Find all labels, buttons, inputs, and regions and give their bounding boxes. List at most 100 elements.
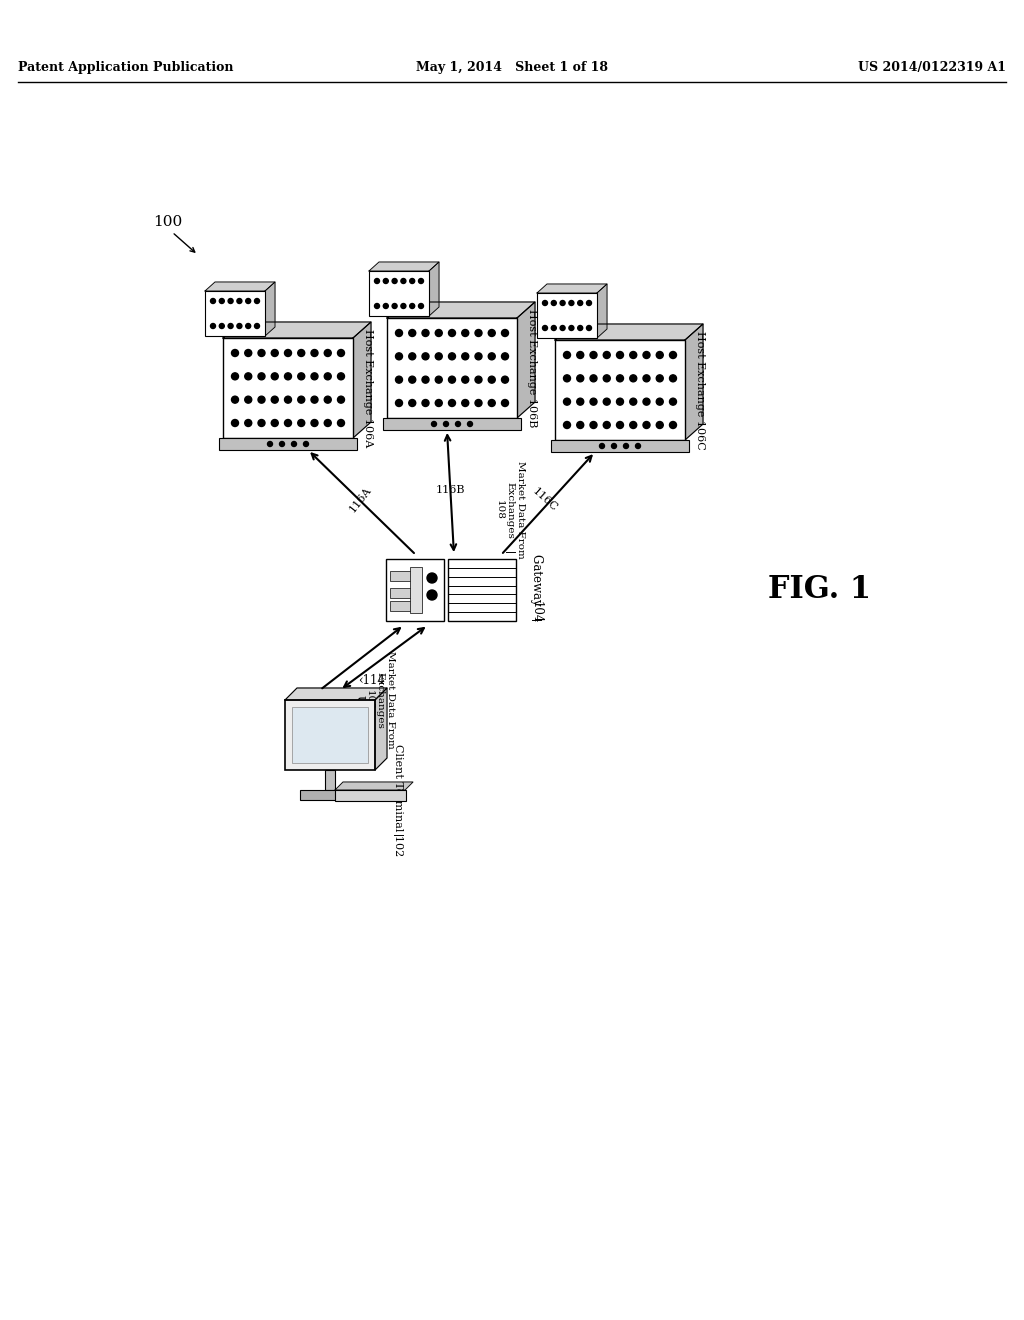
Circle shape xyxy=(311,372,318,380)
Text: 116C: 116C xyxy=(530,486,559,513)
Circle shape xyxy=(643,421,650,429)
Circle shape xyxy=(435,400,442,407)
Circle shape xyxy=(255,323,259,329)
Circle shape xyxy=(427,590,437,601)
Circle shape xyxy=(670,351,677,359)
Polygon shape xyxy=(285,688,387,700)
Circle shape xyxy=(643,375,650,381)
Circle shape xyxy=(228,298,233,304)
Circle shape xyxy=(395,352,402,360)
Circle shape xyxy=(488,352,496,360)
Circle shape xyxy=(656,421,664,429)
Circle shape xyxy=(271,372,279,380)
Circle shape xyxy=(551,326,556,330)
Circle shape xyxy=(468,421,472,426)
Polygon shape xyxy=(429,261,439,315)
Circle shape xyxy=(338,350,344,356)
Circle shape xyxy=(590,421,597,429)
Circle shape xyxy=(383,304,388,309)
Polygon shape xyxy=(205,282,275,290)
Text: 104: 104 xyxy=(529,601,543,623)
FancyBboxPatch shape xyxy=(292,708,368,763)
Circle shape xyxy=(587,301,592,305)
Circle shape xyxy=(656,351,664,359)
FancyBboxPatch shape xyxy=(387,318,517,418)
Circle shape xyxy=(211,323,215,329)
Circle shape xyxy=(245,396,252,403)
Circle shape xyxy=(325,350,331,356)
Text: Client Terminal 102: Client Terminal 102 xyxy=(393,744,403,857)
FancyBboxPatch shape xyxy=(551,440,689,451)
Circle shape xyxy=(375,279,380,284)
Circle shape xyxy=(298,372,305,380)
Text: US 2014/0122319 A1: US 2014/0122319 A1 xyxy=(858,62,1006,74)
Circle shape xyxy=(603,421,610,429)
Polygon shape xyxy=(375,688,387,770)
Circle shape xyxy=(271,396,279,403)
Text: FIG. 1: FIG. 1 xyxy=(768,574,871,606)
Circle shape xyxy=(311,350,318,356)
FancyBboxPatch shape xyxy=(285,700,375,770)
Text: ℓ112: ℓ112 xyxy=(338,725,366,735)
Circle shape xyxy=(409,376,416,383)
Circle shape xyxy=(443,421,449,426)
Circle shape xyxy=(502,330,509,337)
Circle shape xyxy=(616,399,624,405)
Circle shape xyxy=(325,396,331,403)
Circle shape xyxy=(258,372,265,380)
Circle shape xyxy=(419,279,424,284)
Circle shape xyxy=(422,376,429,383)
Text: Market Data From
Exchanges
108: Market Data From Exchanges 108 xyxy=(366,651,395,748)
Circle shape xyxy=(563,351,570,359)
Text: Host Exchange 106B: Host Exchange 106B xyxy=(527,309,537,428)
Circle shape xyxy=(630,399,637,405)
Text: Gateway: Gateway xyxy=(529,554,543,610)
Circle shape xyxy=(246,323,251,329)
FancyBboxPatch shape xyxy=(369,271,429,315)
Circle shape xyxy=(630,421,637,429)
Circle shape xyxy=(211,298,215,304)
Circle shape xyxy=(599,444,604,449)
Circle shape xyxy=(656,375,664,381)
Circle shape xyxy=(231,350,239,356)
Circle shape xyxy=(231,420,239,426)
Circle shape xyxy=(563,375,570,381)
Text: 110: 110 xyxy=(355,719,365,742)
FancyBboxPatch shape xyxy=(390,587,419,598)
Text: 116A: 116A xyxy=(347,486,373,515)
Circle shape xyxy=(422,400,429,407)
Circle shape xyxy=(569,326,573,330)
Circle shape xyxy=(449,352,456,360)
Circle shape xyxy=(292,441,297,446)
Circle shape xyxy=(298,420,305,426)
Circle shape xyxy=(392,279,397,284)
Circle shape xyxy=(590,375,597,381)
Circle shape xyxy=(670,421,677,429)
Circle shape xyxy=(435,330,442,337)
Circle shape xyxy=(578,326,583,330)
Circle shape xyxy=(462,352,469,360)
Circle shape xyxy=(298,396,305,403)
Circle shape xyxy=(395,330,402,337)
Circle shape xyxy=(502,352,509,360)
Circle shape xyxy=(543,301,548,305)
Circle shape xyxy=(231,396,239,403)
Circle shape xyxy=(245,420,252,426)
Circle shape xyxy=(603,399,610,405)
Circle shape xyxy=(643,351,650,359)
Circle shape xyxy=(375,304,380,309)
FancyBboxPatch shape xyxy=(219,438,357,450)
Polygon shape xyxy=(597,284,607,338)
Circle shape xyxy=(616,375,624,381)
Circle shape xyxy=(338,396,344,403)
Circle shape xyxy=(237,323,242,329)
Circle shape xyxy=(616,421,624,429)
Circle shape xyxy=(231,372,239,380)
Polygon shape xyxy=(335,781,413,789)
FancyBboxPatch shape xyxy=(383,418,521,430)
Circle shape xyxy=(577,399,584,405)
Circle shape xyxy=(543,326,548,330)
Circle shape xyxy=(587,326,592,330)
Circle shape xyxy=(325,372,331,380)
Circle shape xyxy=(285,372,292,380)
